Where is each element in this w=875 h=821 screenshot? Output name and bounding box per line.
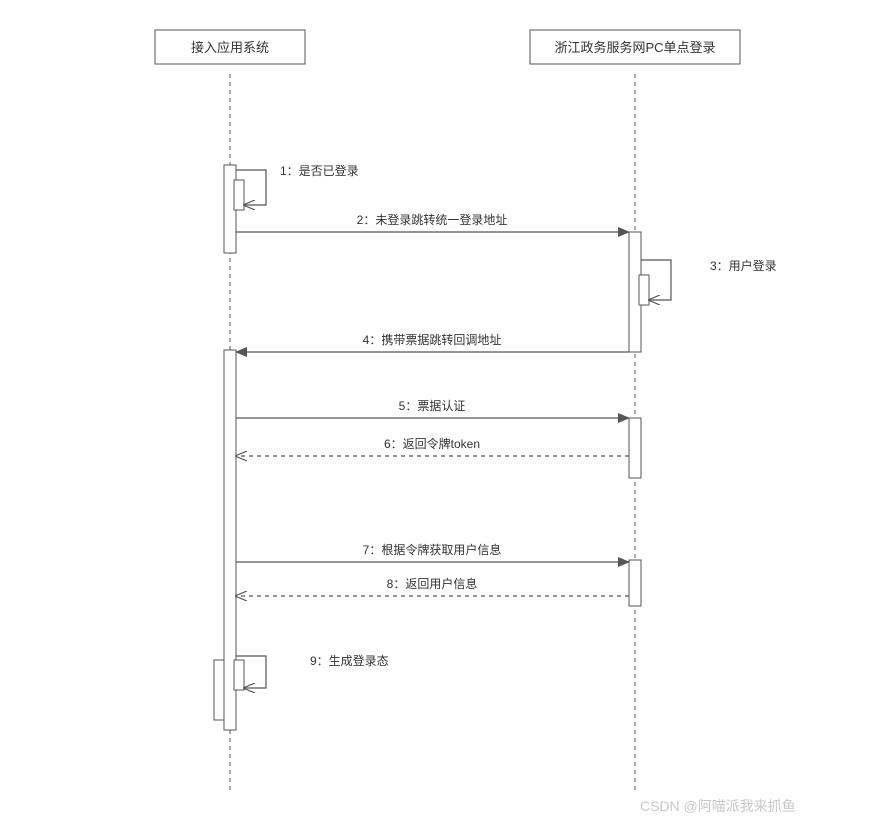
msg-label-5: 5：票据认证	[399, 399, 466, 413]
msg-label-9: 9：生成登录态	[310, 653, 389, 668]
watermark: CSDN @阿喵派我来抓鱼	[640, 796, 796, 816]
lifeline-title-app: 接入应用系统	[191, 40, 269, 55]
activation-a-sso-3	[629, 560, 641, 606]
msg-label-3: 3：用户登录	[710, 258, 777, 273]
activation-a-app-2b	[234, 660, 244, 690]
activation-a-sso-2	[629, 418, 641, 478]
msg-label-6: 6：返回令牌token	[384, 436, 480, 451]
lifeline-title-sso: 浙江政务服务网PC单点登录	[554, 40, 715, 55]
msg-label-4: 4：携带票据跳转回调地址	[363, 332, 502, 347]
activation-a-app-2	[214, 660, 224, 720]
activation-a-sso-1b	[639, 275, 649, 305]
msg-label-2: 2：未登录跳转统一登录地址	[357, 212, 508, 227]
msg-label-8: 8：返回用户信息	[387, 576, 478, 591]
msg-label-1: 1：是否已登录	[280, 163, 359, 178]
msg-label-7: 7：根据令牌获取用户信息	[363, 542, 502, 557]
activation-a-app-0b	[234, 180, 244, 210]
